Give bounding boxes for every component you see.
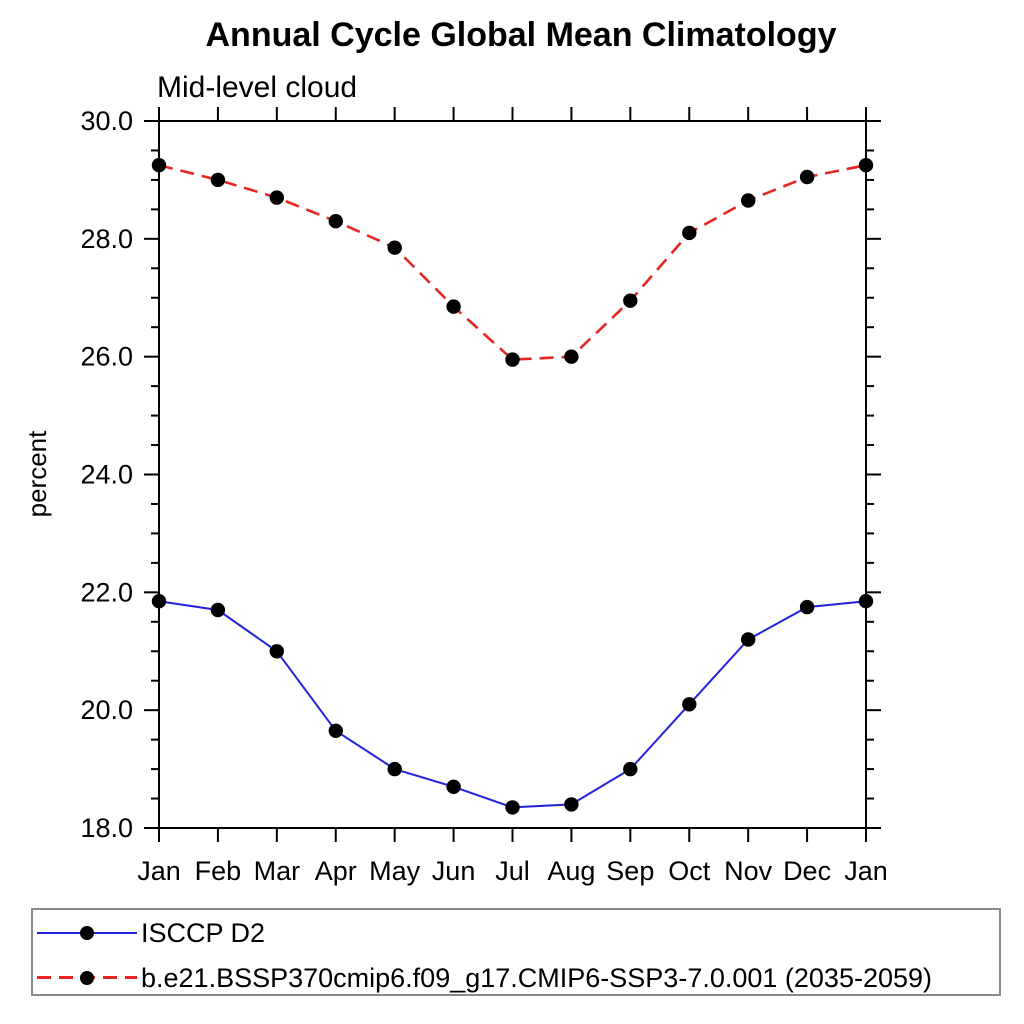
data-point-marker	[446, 299, 461, 314]
marker-dot-icon	[80, 971, 94, 985]
x-tick-label: Nov	[724, 856, 773, 886]
x-tick-label: Apr	[315, 856, 357, 886]
y-tick-label: 30.0	[80, 106, 133, 136]
data-point-marker	[741, 193, 756, 208]
data-point-marker	[682, 697, 697, 712]
isccp-d2-line	[158, 600, 867, 809]
legend-item-isccp: ISCCP D2	[37, 918, 265, 948]
x-tick-label: Jun	[432, 856, 476, 886]
y-tick-label: 20.0	[80, 695, 133, 725]
data-point-marker	[741, 632, 756, 647]
series-group	[151, 158, 874, 815]
y-tick-label: 26.0	[80, 342, 133, 372]
legend-sample-solid	[37, 925, 137, 941]
data-point-marker	[387, 240, 402, 255]
x-tick-label: Jul	[495, 856, 530, 886]
x-tick-label: May	[369, 856, 421, 886]
x-tick-label: Oct	[668, 856, 711, 886]
data-point-marker	[387, 761, 402, 777]
y-axis-label: percent	[22, 430, 52, 517]
x-tick-label: Feb	[195, 856, 242, 886]
axis-ticks	[144, 107, 881, 842]
data-point-marker	[799, 169, 815, 185]
chart-subtitle: Mid-level cloud	[157, 71, 357, 104]
x-tick-label: Jan	[137, 856, 181, 886]
legend-label: ISCCP D2	[141, 917, 266, 948]
x-tick-label: Mar	[254, 856, 301, 886]
data-point-marker	[682, 225, 697, 241]
legend-sample-dashed	[37, 970, 137, 986]
data-point-marker	[328, 723, 343, 738]
x-tick-label: Sep	[606, 856, 654, 886]
marker-dot-icon	[80, 926, 94, 940]
x-tick-label: Dec	[783, 856, 831, 886]
data-point-marker	[623, 761, 638, 777]
x-tick-label: Aug	[547, 856, 595, 886]
plot-frame	[158, 120, 867, 829]
legend-label: b.e21.BSSP370cmip6.f09_g17.CMIP6-SSP3-7.…	[141, 962, 933, 993]
y-tick-label: 28.0	[80, 224, 133, 254]
data-point-marker	[505, 800, 520, 815]
data-point-marker	[446, 779, 461, 794]
data-point-marker	[505, 352, 520, 367]
legend: ISCCP D2 b.e21.BSSP370cmip6.f09_g17.CMIP…	[31, 908, 1001, 996]
model-line	[158, 163, 867, 361]
data-point-marker	[799, 599, 815, 615]
y-tick-label: 22.0	[80, 577, 133, 607]
data-point-marker	[210, 602, 226, 618]
x-tick-label: Jan	[844, 856, 888, 886]
tick-labels: 18.0 20.0 22.0 24.0 26.0 28.0 30.0 Jan Feb Mar Apr…	[80, 106, 887, 886]
y-tick-label: 24.0	[80, 460, 133, 490]
data-point-marker	[328, 214, 343, 229]
data-point-marker	[210, 172, 226, 188]
data-point-marker	[623, 293, 638, 308]
chart-title: Annual Cycle Global Mean Climatology	[206, 16, 837, 54]
legend-item-model: b.e21.BSSP370cmip6.f09_g17.CMIP6-SSP3-7.…	[37, 963, 932, 993]
data-point-marker	[564, 797, 579, 812]
y-tick-label: 18.0	[80, 813, 133, 843]
data-point-marker	[269, 644, 284, 659]
data-point-marker	[564, 349, 579, 364]
data-point-marker	[269, 190, 284, 205]
